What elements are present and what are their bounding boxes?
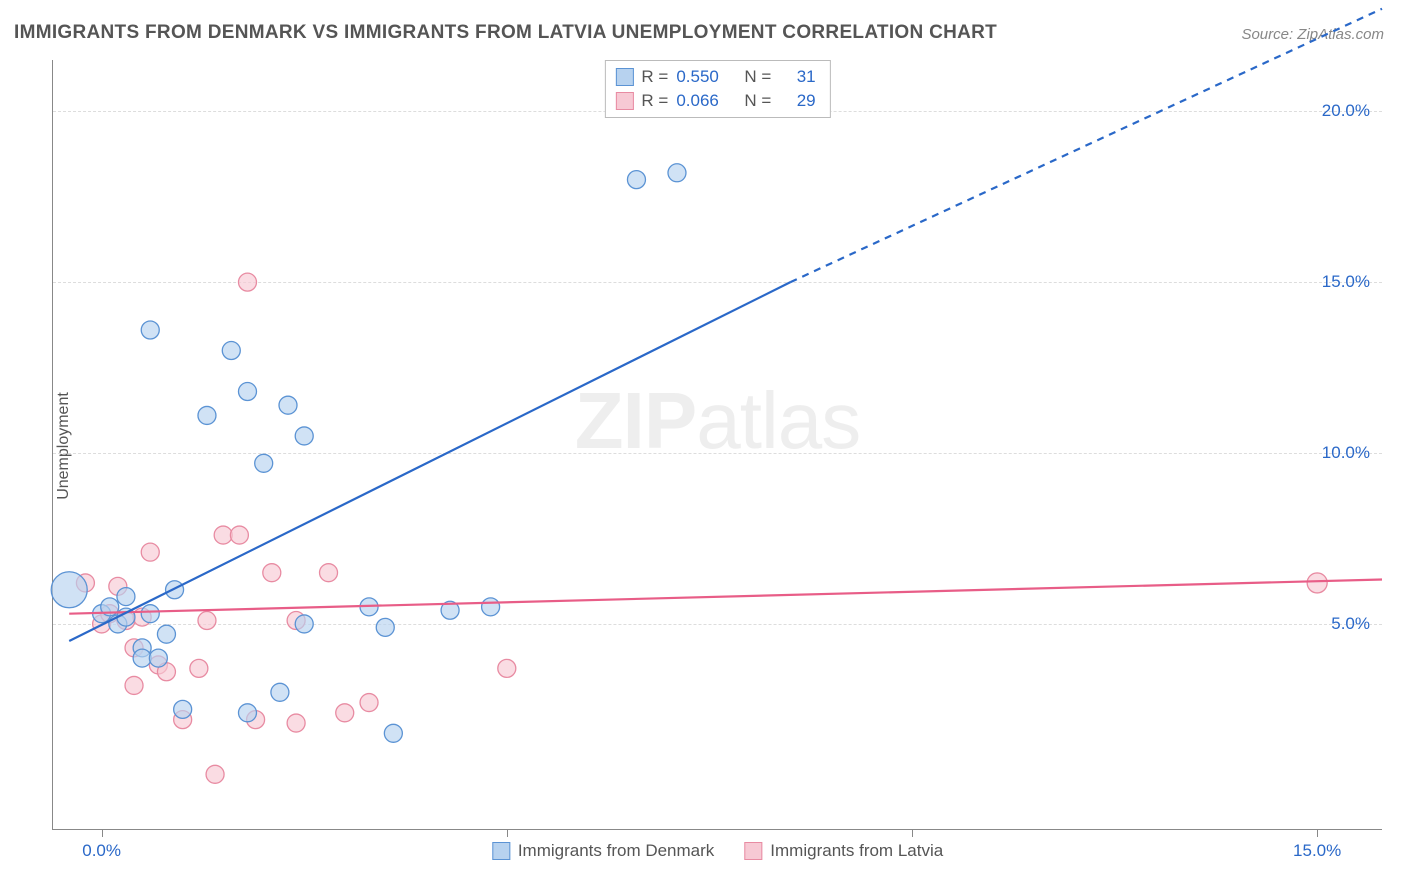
y-tick-label: 10.0% bbox=[1322, 443, 1370, 463]
legend-item-latvia: Immigrants from Latvia bbox=[744, 841, 943, 861]
data-point-B bbox=[320, 564, 338, 582]
x-tick bbox=[1317, 829, 1318, 837]
data-point-A bbox=[482, 598, 500, 616]
data-point-B bbox=[214, 526, 232, 544]
correlation-legend: R = 0.550 N = 31 R = 0.066 N = 29 bbox=[604, 60, 830, 118]
swatch-latvia bbox=[744, 842, 762, 860]
data-point-A bbox=[141, 605, 159, 623]
swatch-latvia bbox=[615, 92, 633, 110]
r-label: R = bbox=[641, 65, 668, 89]
swatch-denmark bbox=[492, 842, 510, 860]
legend-label-denmark: Immigrants from Denmark bbox=[518, 841, 714, 861]
data-point-B bbox=[360, 694, 378, 712]
data-point-A bbox=[271, 683, 289, 701]
y-tick-label: 5.0% bbox=[1331, 614, 1370, 634]
regression-line-dash-A bbox=[790, 9, 1382, 282]
data-point-A bbox=[157, 625, 175, 643]
y-tick-label: 15.0% bbox=[1322, 272, 1370, 292]
data-point-A bbox=[174, 700, 192, 718]
data-point-A bbox=[668, 164, 686, 182]
data-point-B bbox=[206, 765, 224, 783]
plot-svg bbox=[53, 60, 1382, 829]
regression-line-B bbox=[69, 580, 1382, 614]
x-tick bbox=[912, 829, 913, 837]
data-point-A bbox=[51, 572, 87, 608]
legend-label-latvia: Immigrants from Latvia bbox=[770, 841, 943, 861]
data-point-A bbox=[222, 342, 240, 360]
data-point-A bbox=[255, 454, 273, 472]
data-point-B bbox=[1307, 573, 1327, 593]
chart-container: IMMIGRANTS FROM DENMARK VS IMMIGRANTS FR… bbox=[0, 0, 1406, 892]
data-point-A bbox=[149, 649, 167, 667]
n-label: N = bbox=[744, 89, 771, 113]
data-point-B bbox=[125, 676, 143, 694]
data-point-B bbox=[198, 612, 216, 630]
data-point-A bbox=[295, 427, 313, 445]
x-tick-label: 15.0% bbox=[1293, 841, 1341, 861]
data-point-B bbox=[141, 543, 159, 561]
data-point-B bbox=[287, 714, 305, 732]
plot-area: ZIPatlas R = 0.550 N = 31 R = 0.066 N = bbox=[52, 60, 1382, 830]
data-point-A bbox=[627, 171, 645, 189]
data-point-A bbox=[295, 615, 313, 633]
data-point-A bbox=[117, 588, 135, 606]
data-point-B bbox=[230, 526, 248, 544]
regression-line-A bbox=[69, 282, 790, 641]
r-value-latvia: 0.066 bbox=[676, 89, 719, 113]
r-value-denmark: 0.550 bbox=[676, 65, 719, 89]
x-tick bbox=[102, 829, 103, 837]
data-point-B bbox=[190, 659, 208, 677]
y-tick-label: 20.0% bbox=[1322, 101, 1370, 121]
n-label: N = bbox=[744, 65, 771, 89]
r-label: R = bbox=[641, 89, 668, 113]
swatch-denmark bbox=[615, 68, 633, 86]
data-point-A bbox=[141, 321, 159, 339]
data-point-A bbox=[133, 649, 151, 667]
x-tick-label: 0.0% bbox=[82, 841, 121, 861]
data-point-A bbox=[376, 618, 394, 636]
chart-title: IMMIGRANTS FROM DENMARK VS IMMIGRANTS FR… bbox=[14, 22, 997, 44]
legend-row-denmark: R = 0.550 N = 31 bbox=[615, 65, 815, 89]
data-point-B bbox=[336, 704, 354, 722]
n-value-latvia: 29 bbox=[797, 89, 816, 113]
data-point-B bbox=[498, 659, 516, 677]
data-point-A bbox=[198, 406, 216, 424]
legend-row-latvia: R = 0.066 N = 29 bbox=[615, 89, 815, 113]
data-point-A bbox=[279, 396, 297, 414]
x-tick bbox=[507, 829, 508, 837]
data-point-A bbox=[238, 383, 256, 401]
legend-item-denmark: Immigrants from Denmark bbox=[492, 841, 714, 861]
data-point-A bbox=[238, 704, 256, 722]
n-value-denmark: 31 bbox=[797, 65, 816, 89]
series-legend: Immigrants from Denmark Immigrants from … bbox=[492, 841, 943, 861]
data-point-A bbox=[384, 724, 402, 742]
data-point-B bbox=[263, 564, 281, 582]
data-point-B bbox=[238, 273, 256, 291]
